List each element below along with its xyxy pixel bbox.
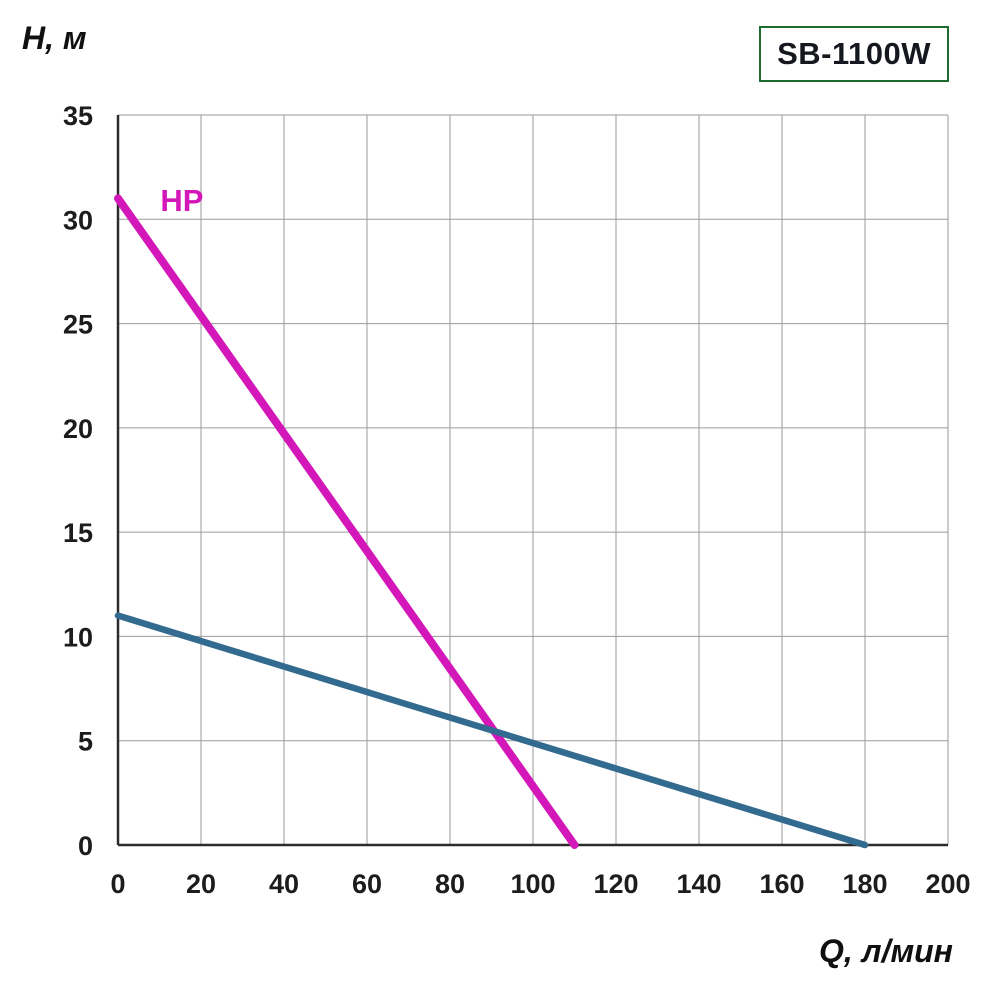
y-tick-label: 15: [63, 518, 93, 548]
x-tick-label: 60: [352, 869, 382, 899]
x-tick-label: 140: [676, 869, 721, 899]
y-tick-label: 0: [78, 831, 93, 861]
model-badge: SB-1100W: [759, 26, 949, 82]
x-tick-label: 40: [269, 869, 299, 899]
x-tick-label: 120: [593, 869, 638, 899]
series-line-hp: [114, 194, 579, 849]
y-tick-label: 35: [63, 101, 93, 131]
series-line-curve-2: [114, 612, 869, 849]
y-tick-label: 10: [63, 622, 93, 652]
x-tick-label: 80: [435, 869, 465, 899]
y-tick-label: 25: [63, 310, 93, 340]
y-axis-title: Н, м: [22, 20, 87, 56]
x-tick-label: 180: [842, 869, 887, 899]
y-tick-label: 30: [63, 205, 93, 235]
x-tick-label: 100: [510, 869, 555, 899]
x-tick-label: 0: [110, 869, 125, 899]
x-tick-label: 200: [925, 869, 970, 899]
x-tick-label: 20: [186, 869, 216, 899]
series-label-hp: HP: [160, 183, 203, 218]
x-tick-label: 160: [759, 869, 804, 899]
x-axis-title: Q, л/мин: [818, 933, 953, 969]
y-tick-label: 20: [63, 414, 93, 444]
y-tick-label: 5: [78, 727, 93, 757]
